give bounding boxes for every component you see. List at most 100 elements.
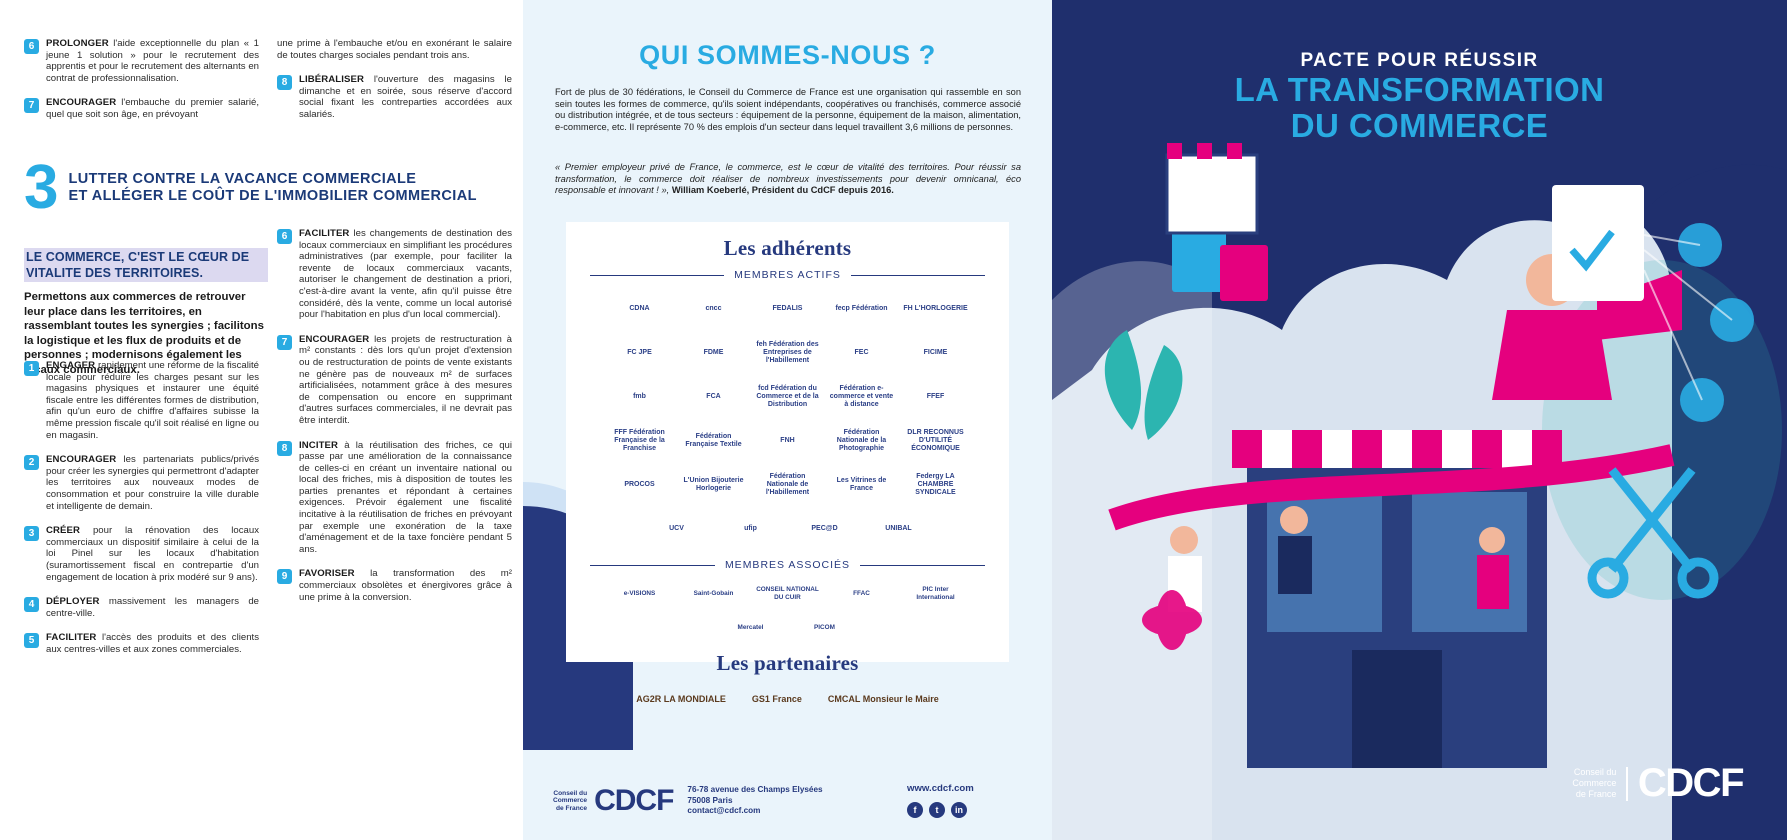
measures-left-column: 1 ENGAGER rapidement une réforme de la f… — [24, 360, 259, 668]
member-logo: FDME — [703, 349, 724, 356]
measure-number: 8 — [277, 75, 292, 91]
measure-text: DÉPLOYER massivement les managers de cen… — [46, 596, 259, 619]
cover-logo-wordmark: CDCF — [1637, 761, 1745, 805]
member-logo: Fédération Nationale de la Photographie — [836, 429, 887, 452]
address-email[interactable]: contact@cdcf.com — [687, 806, 761, 816]
measure-item: 8 INCITER à la réutilisation des friches… — [277, 440, 512, 556]
member-logo: Fédération Nationale de l'Habillement — [765, 473, 810, 496]
partner-logo: GS1 France — [751, 694, 802, 704]
measure-number: 3 — [24, 526, 39, 542]
measures-right-column: 6 FACILITER les changements de destinati… — [277, 228, 512, 616]
member-logo: CDNA — [629, 305, 650, 312]
cdcf-sub-line3: de France — [555, 804, 588, 812]
cover-title: LA TRANSFORMATION DU COMMERCE — [1052, 72, 1787, 144]
member-logo: Fédération e-commerce et vente à distanc… — [829, 385, 894, 408]
cover-logo-line3: de France — [1575, 789, 1617, 799]
measure-text: INCITER à la réutilisation des friches, … — [299, 440, 512, 556]
measure-number: 1 — [24, 361, 39, 376]
member-logo: PIC Inter International — [916, 586, 955, 601]
member-logo: ufip — [744, 525, 757, 532]
measure-item: 6 PROLONGER l'aide exceptionnelle du pla… — [24, 38, 259, 84]
cover-title-line2: DU COMMERCE — [1290, 107, 1549, 144]
continued-measures-right: une prime à l'embauche et/ou en exonéran… — [277, 38, 512, 134]
measure-body: à la réutilisation des friches, ce qui p… — [299, 439, 512, 555]
measure-text: ENCOURAGER l'embauche du premier salarié… — [46, 97, 259, 120]
member-logo: L'Union Bijouterie Horlogerie — [683, 477, 744, 492]
measure-text: FAVORISER la transformation des m² comme… — [299, 568, 512, 603]
facebook-icon[interactable]: f — [907, 802, 923, 818]
measure-body: rapidement une réforme de la fiscalité l… — [46, 360, 260, 441]
measure-body: massivement les managers de centre-ville… — [46, 596, 259, 619]
panel-left: 6 PROLONGER l'aide exceptionnelle du pla… — [0, 0, 523, 840]
measure-number: 7 — [24, 98, 39, 114]
membres-actifs-logo-grid: CDNA cncc FEDALIS fecp Fédération FH L'HORLO… — [580, 289, 995, 549]
linkedin-icon[interactable]: in — [951, 802, 967, 818]
footer-address: 76-78 avenue des Champs Elysées 75008 Pa… — [687, 785, 822, 817]
measure-item: 5 FACILITER l'accès des produits et des … — [24, 632, 259, 655]
measure-number: 8 — [277, 440, 292, 456]
divider-line-right — [860, 564, 985, 566]
section-title: LUTTER CONTRE LA VACANCE COMMERCIALE ET … — [68, 171, 476, 205]
cover-kicker: PACTE POUR RÉUSSIR — [1300, 50, 1539, 71]
footer-website-link[interactable]: www.cdcf.com — [907, 783, 974, 794]
measure-number: 6 — [24, 39, 39, 54]
member-logo: FFEF — [926, 393, 945, 400]
address-line-2: 75008 Paris — [687, 795, 733, 805]
logo-divider — [1626, 766, 1628, 801]
measure-lead: INCITER — [299, 439, 339, 451]
member-logo: Federgy LA CHAMBRE SYNDICALE — [915, 473, 956, 496]
partner-logo: AG2R LA MONDIALE — [636, 694, 726, 704]
adherents-title: Les adhérents — [723, 236, 852, 260]
cover-illustration — [1052, 0, 1787, 840]
twitter-icon[interactable]: t — [929, 802, 945, 818]
measure-number: 5 — [24, 633, 39, 649]
measure-body: l'accès des produits et des clients aux … — [46, 632, 259, 655]
section-intro: Permettons aux commerces de retrouver le… — [24, 291, 264, 376]
measure-body: l'embauche du premier salarié, quel que … — [46, 97, 259, 120]
section-number: 3 — [24, 153, 59, 222]
members-card: Les adhérents MEMBRES ACTIFS CDNA cncc FED… — [566, 222, 1009, 704]
measure-lead: ENGAGER — [46, 360, 96, 371]
member-logo: PICOM — [814, 624, 835, 631]
footer-social-links: f t in — [907, 802, 967, 818]
cover-logo-line1: Conseil du — [1573, 767, 1617, 777]
qui-paragraph: Fort de plus de 30 fédérations, le Conse… — [555, 87, 1021, 132]
cdcf-logo-subtext: Conseil du Commerce de France — [553, 790, 587, 813]
measure-body: la transformation des m² commerciaux obs… — [299, 568, 512, 603]
member-logo: PROCOS — [624, 481, 655, 488]
measure-text: FACILITER l'accès des produits et des cl… — [46, 632, 259, 655]
member-logo: e-VISIONS — [623, 590, 656, 597]
measure-text: CRÉER pour la rénovation des locaux comm… — [46, 525, 259, 583]
member-logo: Fédération Française Textile — [685, 433, 742, 448]
measure-text: ENCOURAGER les projets de restructuratio… — [299, 334, 512, 427]
measure-number: 7 — [277, 334, 292, 350]
member-logo: UCV — [669, 525, 684, 532]
measure-lead: CRÉER — [46, 525, 81, 537]
cover-cdcf-logo: Conseil du Commerce de France CDCF — [1572, 761, 1745, 806]
cover-title-line1: LA TRANSFORMATION — [1234, 71, 1605, 108]
measure-number: 2 — [24, 455, 39, 471]
address-line-1: 76-78 avenue des Champs Elysées — [687, 785, 823, 795]
member-logo: fmb — [633, 393, 646, 400]
divider-line-left — [590, 274, 725, 276]
section-3-heading: 3 LUTTER CONTRE LA VACANCE COMMERCIALE E… — [24, 153, 494, 222]
measure-item: 1 ENGAGER rapidement une réforme de la f… — [24, 360, 259, 441]
measure-body: l'ouverture des magasins le dimanche et … — [299, 74, 512, 120]
membres-actifs-divider: MEMBRES ACTIFS — [590, 269, 986, 281]
measure-body: les projets de restructuration à m² cons… — [299, 333, 512, 426]
orphan-paragraph: une prime à l'embauche et/ou en exonéran… — [277, 38, 512, 61]
membres-associes-logo-grid: e-VISIONS Saint-Gobain CONSEIL NATIONAL DU… — [580, 579, 995, 643]
qui-quote: « Premier employeur privé de France, le … — [555, 162, 1021, 197]
member-logo: FC JPE — [627, 349, 652, 356]
cdcf-sub-line2: Commerce — [553, 797, 588, 805]
partner-logo: CMCAL Monsieur le Maire — [827, 694, 939, 704]
membres-actifs-label: MEMBRES ACTIFS — [734, 269, 841, 281]
measure-lead: PROLONGER — [46, 38, 109, 49]
member-logo: Mercatel — [737, 624, 764, 631]
section-title-line1: LUTTER CONTRE LA VACANCE COMMERCIALE — [68, 171, 417, 187]
cdcf-logo: Conseil du Commerce de France CDCF — [553, 784, 674, 818]
divider-line-left — [590, 564, 715, 566]
measure-lead: LIBÉRALISER — [299, 74, 365, 86]
measure-lead: ENCOURAGER — [46, 454, 117, 466]
divider-line-right — [850, 274, 986, 276]
